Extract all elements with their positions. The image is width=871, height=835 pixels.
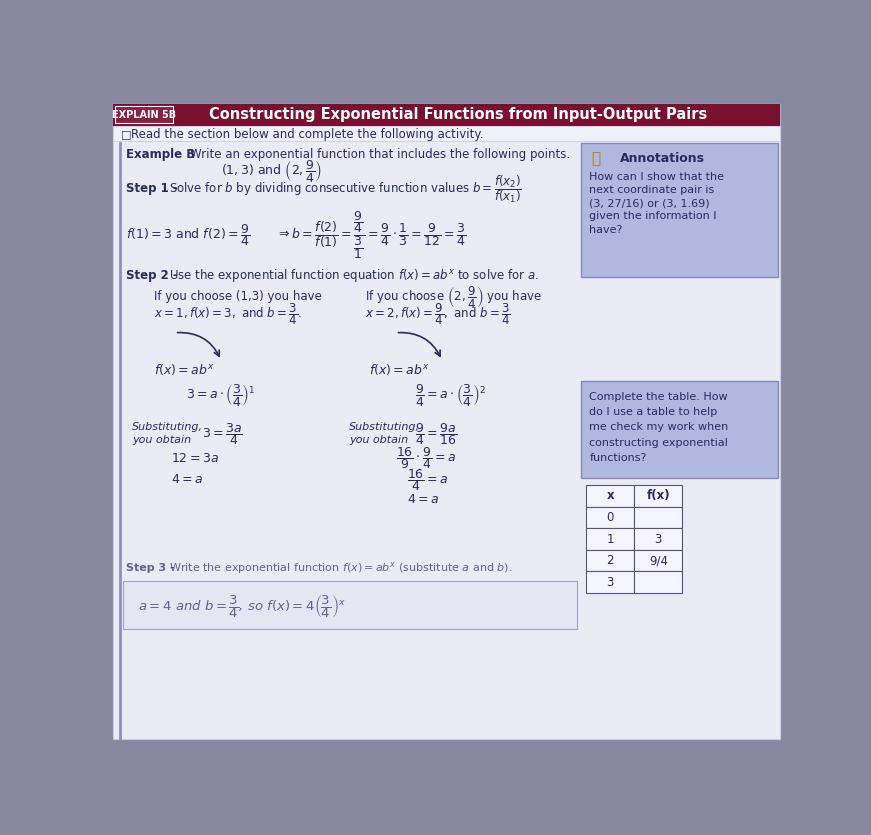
Text: $a = 4$ and $b = \dfrac{3}{4}$, so $f(x) = 4\left(\dfrac{3}{4}\right)^x$: $a = 4$ and $b = \dfrac{3}{4}$, so $f(x)… (138, 593, 346, 620)
Text: $4 = a$: $4 = a$ (408, 493, 439, 505)
Text: (3, 27/16) or (3, 1.69): (3, 27/16) or (3, 1.69) (590, 199, 710, 209)
FancyBboxPatch shape (634, 571, 682, 593)
FancyBboxPatch shape (112, 104, 780, 739)
Text: $\dfrac{9}{4} = \dfrac{9a}{16}$: $\dfrac{9}{4} = \dfrac{9a}{16}$ (415, 421, 458, 447)
Text: 1: 1 (606, 533, 614, 545)
Text: How can I show that the: How can I show that the (590, 172, 725, 182)
FancyBboxPatch shape (581, 382, 778, 478)
FancyBboxPatch shape (112, 104, 780, 125)
Text: Solve for $b$ by dividing consecutive function values $b = \dfrac{f(x_2)}{f(x_1): Solve for $b$ by dividing consecutive fu… (169, 173, 523, 205)
Text: 9/4: 9/4 (649, 554, 668, 567)
FancyBboxPatch shape (586, 550, 634, 571)
Text: EXPLAIN 5B: EXPLAIN 5B (111, 110, 176, 120)
Text: $\dfrac{9}{4} = a \cdot \left(\dfrac{3}{4}\right)^2$: $\dfrac{9}{4} = a \cdot \left(\dfrac{3}{… (415, 382, 486, 408)
Text: Complete the table. How: Complete the table. How (590, 392, 728, 402)
Text: Annotations: Annotations (620, 152, 706, 165)
Text: Step 2 -: Step 2 - (126, 269, 178, 282)
Text: have?: have? (590, 225, 623, 235)
Text: functions?: functions? (590, 453, 647, 463)
Text: $4 = a$: $4 = a$ (171, 473, 203, 485)
Text: f(x): f(x) (646, 489, 670, 503)
Text: me check my work when: me check my work when (590, 423, 729, 433)
Text: you obtain: you obtain (349, 435, 408, 445)
Text: $\dfrac{16}{4} = a$: $\dfrac{16}{4} = a$ (408, 467, 449, 493)
Text: 0: 0 (606, 511, 614, 524)
FancyBboxPatch shape (123, 580, 577, 630)
Text: Example B: Example B (126, 148, 195, 160)
Text: $x = 2, f(x) = \dfrac{9}{4},$ and $b = \dfrac{3}{4}$: $x = 2, f(x) = \dfrac{9}{4},$ and $b = \… (365, 301, 510, 327)
Text: 3: 3 (606, 575, 614, 589)
Text: $(1,3)$ and $\left(2, \dfrac{9}{4}\right)$: $(1,3)$ and $\left(2, \dfrac{9}{4}\right… (221, 158, 322, 184)
Text: $12 = 3a$: $12 = 3a$ (171, 452, 219, 465)
Text: 👊: 👊 (591, 151, 600, 166)
Text: $3 = a \cdot \left(\dfrac{3}{4}\right)^1$: $3 = a \cdot \left(\dfrac{3}{4}\right)^1… (186, 382, 256, 408)
FancyBboxPatch shape (112, 125, 780, 141)
Text: $f(x) = ab^x$: $f(x) = ab^x$ (368, 362, 429, 377)
Text: Read the section below and complete the following activity.: Read the section below and complete the … (131, 128, 483, 140)
Text: Step 3 -: Step 3 - (126, 564, 174, 574)
Text: $\Rightarrow b = \dfrac{f(2)}{f(1)} = \dfrac{\dfrac{9}{4}}{\dfrac{3}{1}} = \dfra: $\Rightarrow b = \dfrac{f(2)}{f(1)} = \d… (275, 209, 465, 261)
Text: $3 = \dfrac{3a}{4}$: $3 = \dfrac{3a}{4}$ (202, 421, 243, 447)
Text: x: x (606, 489, 614, 503)
Text: If you choose (1,3) you have: If you choose (1,3) you have (154, 290, 321, 303)
Text: If you choose $\left(2, \dfrac{9}{4}\right)$ you have: If you choose $\left(2, \dfrac{9}{4}\rig… (365, 284, 542, 310)
Text: do I use a table to help: do I use a table to help (590, 407, 718, 417)
Text: 3: 3 (655, 533, 662, 545)
Text: □: □ (121, 129, 132, 139)
FancyBboxPatch shape (586, 571, 634, 593)
Text: you obtain: you obtain (132, 435, 192, 445)
FancyBboxPatch shape (634, 550, 682, 571)
Text: Constructing Exponential Functions from Input-Output Pairs: Constructing Exponential Functions from … (208, 108, 706, 123)
Text: 2: 2 (606, 554, 614, 567)
FancyBboxPatch shape (586, 485, 634, 507)
Text: Step 1 -: Step 1 - (126, 182, 178, 195)
Text: given the information I: given the information I (590, 211, 717, 221)
Text: Write an exponential function that includes the following points.: Write an exponential function that inclu… (190, 148, 571, 160)
FancyBboxPatch shape (586, 529, 634, 550)
Text: Substituting,: Substituting, (132, 423, 203, 433)
FancyBboxPatch shape (586, 507, 634, 529)
Text: Write the exponential function $f(x) = ab^x$ (substitute $a$ and $b$).: Write the exponential function $f(x) = a… (169, 560, 513, 576)
Text: Use the exponential function equation $f(x) = ab^x$ to solve for $a$.: Use the exponential function equation $f… (169, 267, 539, 284)
FancyBboxPatch shape (634, 529, 682, 550)
Text: $f(x) = ab^x$: $f(x) = ab^x$ (154, 362, 214, 377)
FancyBboxPatch shape (634, 485, 682, 507)
FancyBboxPatch shape (112, 141, 780, 739)
FancyBboxPatch shape (634, 507, 682, 529)
Text: Substituting,: Substituting, (349, 423, 420, 433)
Text: $x = 1, f(x) = 3,$ and $b = \dfrac{3}{4}$.: $x = 1, f(x) = 3,$ and $b = \dfrac{3}{4}… (154, 301, 302, 327)
FancyBboxPatch shape (581, 143, 778, 276)
Text: next coordinate pair is: next coordinate pair is (590, 185, 714, 195)
Text: constructing exponential: constructing exponential (590, 438, 728, 448)
Text: $\dfrac{16}{9} \cdot \dfrac{9}{4} = a$: $\dfrac{16}{9} \cdot \dfrac{9}{4} = a$ (395, 445, 456, 471)
Text: $f(1) = 3$ and $f(2) = \dfrac{9}{4}$: $f(1) = 3$ and $f(2) = \dfrac{9}{4}$ (126, 222, 250, 248)
FancyBboxPatch shape (115, 105, 173, 123)
